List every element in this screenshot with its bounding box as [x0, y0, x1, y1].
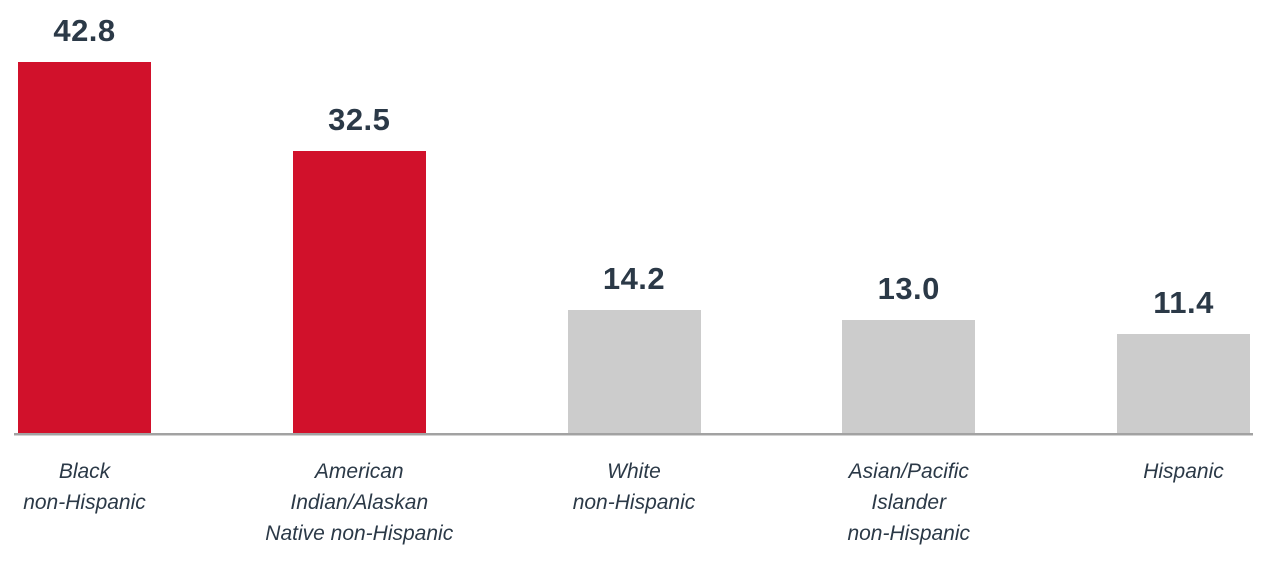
bar-area: 11.4 [1117, 0, 1250, 433]
x-axis-line [14, 433, 1253, 435]
bar [842, 320, 976, 433]
bar-value-label: 42.8 [53, 13, 116, 48]
bar-value-label: 32.5 [328, 102, 391, 137]
bar [1117, 334, 1250, 433]
bar-area: 14.2 [567, 0, 701, 433]
category-label: American Indian/Alaskan Native non-Hispa… [265, 460, 454, 545]
bar-column: 42.8 Black non-Hispanic [18, 0, 151, 562]
bar [567, 310, 701, 433]
category-label: Black non-Hispanic [23, 460, 146, 514]
bar-area: 42.8 [18, 0, 151, 433]
bar-column: 14.2 White non-Hispanic [567, 0, 701, 562]
bar-column: 32.5 American Indian/Alaskan Native non-H… [265, 0, 453, 562]
bar [18, 62, 151, 433]
category-label: Asian/Pacific Islander non-Hispanic [847, 460, 971, 545]
bar-value-label: 11.4 [1153, 285, 1214, 320]
bar-column: 13.0 Asian/Pacific Islander non-Hispanic [842, 0, 976, 562]
bar-area: 32.5 [292, 0, 426, 433]
bar-value-label: 14.2 [602, 261, 666, 296]
bar-value-label: 13.0 [877, 271, 940, 306]
bar-area: 13.0 [842, 0, 976, 433]
category-label: Hispanic [1143, 460, 1224, 483]
category-label: White non-Hispanic [572, 460, 696, 514]
bar [292, 151, 426, 433]
bar-column: 11.4 Hispanic [1117, 0, 1250, 562]
